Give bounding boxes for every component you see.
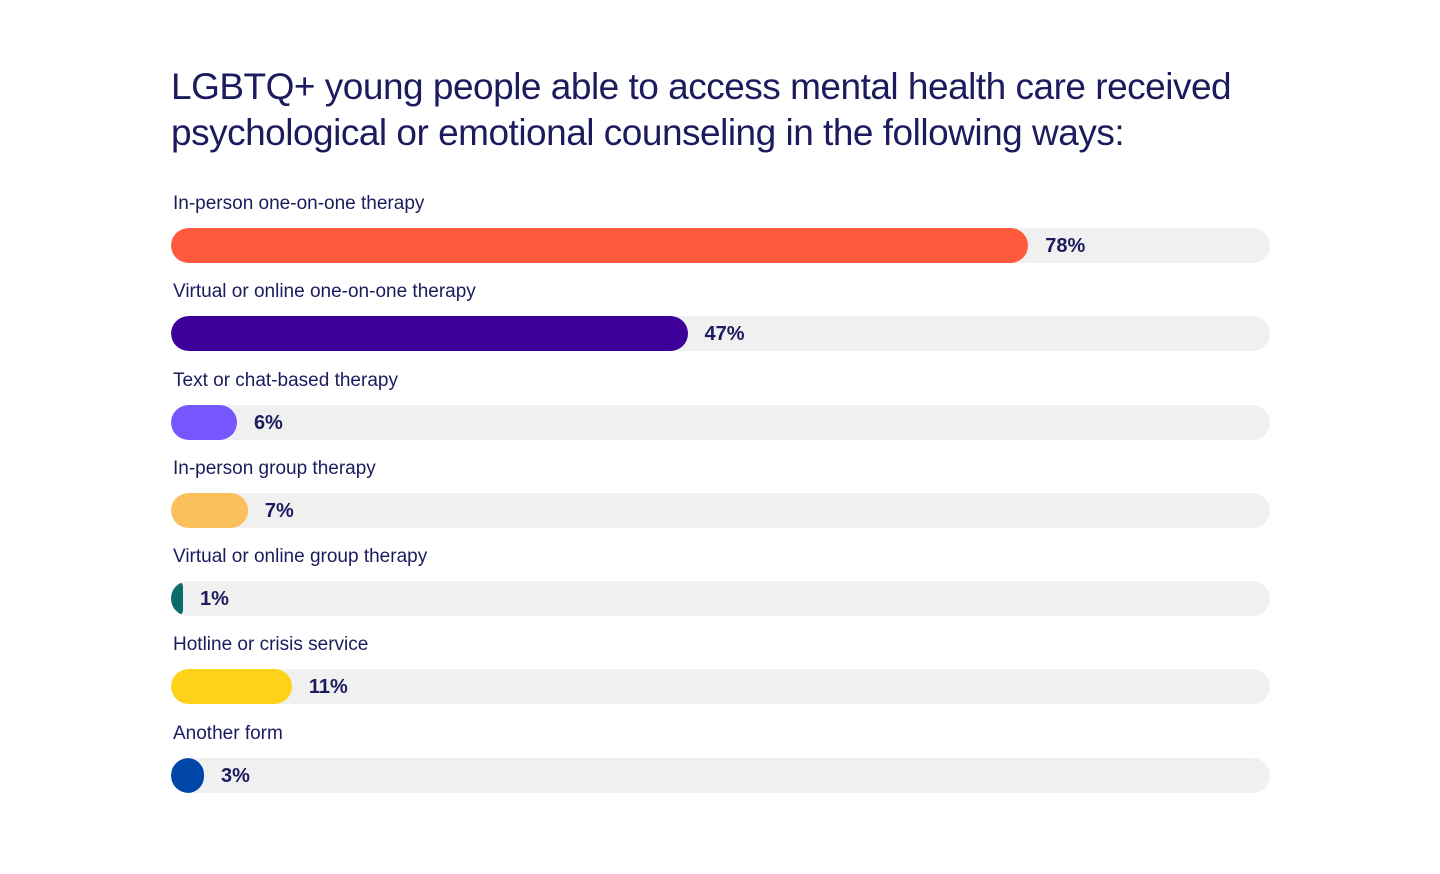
bar-track — [171, 404, 1270, 440]
bar-track — [171, 492, 1270, 528]
chart-title: LGBTQ+ young people able to access menta… — [171, 66, 1232, 153]
bar — [171, 404, 237, 440]
bar-track — [171, 757, 1270, 793]
bar-row: Hotline or crisis service 11% — [171, 631, 1270, 719]
bar — [171, 669, 292, 705]
category-label: Virtual or online group therapy — [173, 546, 428, 568]
bar — [171, 757, 204, 793]
bar-row: Virtual or online one-on-one therapy 47% — [171, 278, 1270, 366]
value-label: 6% — [253, 411, 283, 434]
bar-track — [171, 228, 1270, 263]
category-label: Another form — [173, 722, 283, 744]
bar-track — [171, 316, 1270, 352]
bar-track — [171, 669, 1270, 705]
category-label: Hotline or crisis service — [173, 634, 369, 656]
category-label: Text or chat-based therapy — [173, 369, 398, 391]
value-label: 78% — [1045, 235, 1086, 257]
category-label: In-person group therapy — [173, 457, 376, 479]
bar-track — [171, 581, 1270, 617]
value-label: 7% — [264, 499, 294, 522]
bar-row: Virtual or online group therapy 1% — [171, 543, 1270, 631]
bar-row: Another form 3% — [171, 720, 1270, 808]
value-label: 47% — [704, 323, 745, 346]
bar-row: Text or chat-based therapy 6% — [171, 367, 1270, 455]
bar-row: In-person one-on-one therapy 78% — [171, 190, 1270, 278]
value-label: 1% — [200, 588, 229, 611]
chart: LGBTQ+ young people able to access menta… — [171, 64, 1270, 793]
category-label: Virtual or online one-on-one therapy — [173, 281, 476, 303]
value-label: 3% — [220, 764, 250, 787]
category-label: In-person one-on-one therapy — [173, 193, 425, 214]
bar — [171, 316, 688, 352]
bar-rows: In-person one-on-one therapy 78% Virtual o… — [171, 190, 1270, 808]
bar — [171, 492, 248, 528]
bar — [171, 228, 1029, 263]
bar — [171, 581, 183, 617]
bar-row: In-person group therapy 7% — [171, 455, 1270, 543]
value-label: 11% — [308, 676, 348, 699]
